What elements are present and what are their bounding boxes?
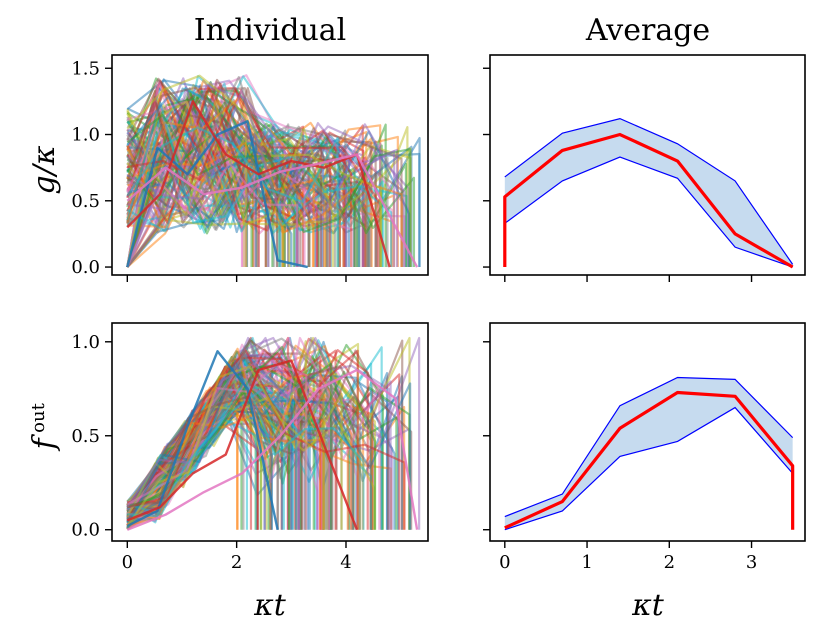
y-tick-label: 0.5 — [71, 191, 100, 212]
upper-bound-line — [504, 376, 794, 518]
trajectory-line — [126, 74, 382, 268]
x-tick-label: 1 — [581, 552, 592, 573]
trajectory-line — [126, 101, 393, 268]
y-tick-label: 0.0 — [71, 257, 100, 278]
x-tick-label: 3 — [746, 552, 757, 573]
panel-g-average — [483, 54, 806, 282]
lower-bound-line — [504, 156, 793, 268]
axes-frame — [489, 322, 806, 542]
trajectories — [126, 74, 421, 269]
trajectory-line — [127, 378, 365, 530]
trajectory-traj-b — [126, 359, 359, 531]
lower-bound-line — [504, 406, 794, 531]
trajectory-traj-c — [126, 368, 419, 531]
trajectories — [126, 336, 421, 531]
axes-frame — [111, 322, 429, 542]
y-tick-label: 1.0 — [71, 125, 100, 146]
ylabel-g: g/κ — [27, 145, 62, 194]
trajectory-line — [126, 345, 377, 530]
trajectory-line — [126, 349, 359, 530]
trajectory-line — [126, 392, 325, 530]
trajectory-traj-b — [126, 100, 391, 268]
x-tick-label: 2 — [231, 552, 242, 573]
panel-f-individual: 0.0 0.5 1.0 0 2 4 — [71, 322, 429, 573]
axes-frame — [489, 54, 806, 276]
trajectory-line — [126, 76, 389, 268]
title-individual: Individual — [194, 13, 347, 48]
x-tick-label: 0 — [122, 552, 133, 573]
x-tick-label: 4 — [340, 552, 351, 573]
confidence-band — [504, 118, 793, 268]
axes-frame — [111, 54, 429, 276]
ylabel-f-sup: out — [28, 402, 49, 432]
trajectory-line — [126, 95, 293, 268]
trajectory-line — [126, 132, 274, 268]
trajectory-line — [126, 377, 293, 530]
trajectory-traj-a — [126, 120, 308, 269]
trajectory-line — [126, 77, 377, 268]
title-average: Average — [585, 13, 710, 48]
trajectory-traj-c — [126, 153, 419, 268]
trajectory-line — [127, 351, 334, 530]
trajectory-line — [126, 363, 308, 530]
ylabel-f-main: f — [27, 434, 62, 452]
upper-bound-line — [504, 117, 794, 265]
trajectory-traj-a — [126, 349, 279, 530]
y-tick-label: 0.5 — [71, 426, 100, 447]
y-tick-label: 0.0 — [71, 520, 100, 541]
y-tick-label: 1.5 — [71, 58, 100, 79]
x-tick-label: 2 — [664, 552, 675, 573]
panel-g-individual: 0.0 0.5 1.0 1.5 — [71, 54, 429, 282]
trajectory-line — [127, 365, 372, 530]
xlabel-average: κt — [631, 588, 665, 623]
trajectory-line — [126, 359, 273, 530]
xlabel-individual: κt — [253, 588, 287, 623]
trajectory-line — [126, 89, 396, 268]
mean-line — [504, 390, 795, 530]
y-tick-label: 1.0 — [71, 332, 100, 353]
x-tick-label: 0 — [499, 552, 510, 573]
mean-line — [503, 132, 794, 269]
trajectory-line — [126, 162, 299, 268]
trajectory-line — [126, 126, 339, 268]
panel-f-average: 0 1 2 3 — [483, 322, 806, 573]
ylabel-f: f out — [27, 402, 62, 451]
